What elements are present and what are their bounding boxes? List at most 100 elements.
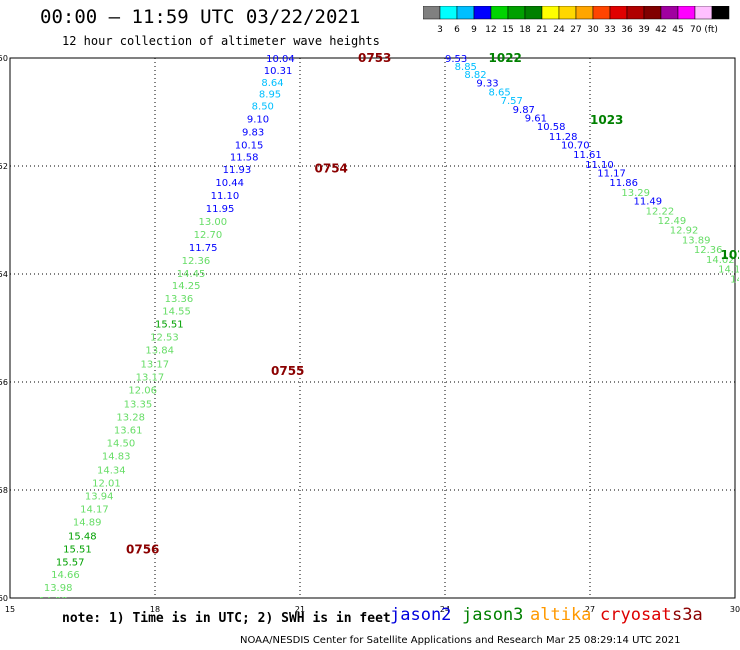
- legend-label: 3: [437, 25, 443, 35]
- swh-value: 11.28: [549, 132, 578, 143]
- pass-time-label: 1022: [489, 51, 522, 65]
- swh-value: 11.10: [211, 191, 240, 202]
- swh-value: 12.06: [128, 386, 157, 397]
- lat-tick-label: -58: [0, 486, 8, 495]
- footnote: note: 1) Time is in UTC; 2) SWH is in fe…: [62, 611, 391, 626]
- swh-value: 14.45: [177, 269, 206, 280]
- swh-value: 11.86: [609, 178, 638, 189]
- swh-value: 11.17: [597, 168, 626, 179]
- swh-value: 8.65: [489, 87, 511, 98]
- legend-label: 45: [672, 25, 683, 35]
- swh-value: 13.36: [165, 294, 194, 305]
- swh-value: 9.10: [247, 114, 269, 125]
- satellite-label-jason3: jason3: [462, 605, 524, 625]
- swh-value: 9.33: [476, 78, 498, 89]
- swh-value: 10.15: [235, 140, 264, 151]
- legend-label: 27: [570, 25, 581, 35]
- swh-value: 11.58: [230, 152, 259, 163]
- swh-value: 10.44: [215, 178, 244, 189]
- swh-value: 14.34: [97, 465, 126, 476]
- swh-value: 13.89: [682, 235, 711, 246]
- map-title: 00:00 – 11:59 UTC 03/22/2021: [40, 6, 361, 28]
- legend-label: 39: [638, 25, 650, 35]
- legend-label: 18: [519, 25, 531, 35]
- pass-time-label: 1023: [590, 113, 623, 127]
- swh-value: 14.17: [80, 504, 109, 515]
- swh-value: 10.31: [264, 66, 293, 77]
- swh-value: 15.57: [56, 557, 85, 568]
- lat-tick-label: -52: [0, 162, 8, 171]
- swh-value: 14.74: [32, 609, 61, 620]
- swh-value: 10.04: [266, 54, 295, 65]
- swh-value: 12.36: [182, 256, 211, 267]
- lat-tick-label: -60: [0, 594, 8, 603]
- swh-value: 14.02: [706, 255, 735, 266]
- swh-value: 8.50: [252, 102, 274, 113]
- swh-value: 14.50: [107, 438, 136, 449]
- lon-tick-label: 27: [585, 605, 595, 614]
- swh-value: 14.83: [102, 451, 131, 462]
- swh-value: 9.61: [525, 113, 547, 124]
- swh-value: 13.84: [145, 346, 174, 357]
- legend-swatch: [711, 6, 730, 20]
- swh-value: 12.92: [670, 226, 699, 237]
- swh-value: 10.58: [537, 122, 566, 133]
- wave-height-color-legend: 3 6 9 12 15 18 21 24 27 30 33 36 39 42 45 70 (ft): [423, 6, 730, 35]
- legend-label: 33: [604, 25, 615, 35]
- satellite-label-altika: altika: [530, 605, 592, 625]
- swh-value: 12.70: [194, 230, 223, 241]
- lon-tick-label: 21: [295, 605, 305, 614]
- credit-line: NOAA/NESDIS Center for Satellite Applica…: [240, 635, 681, 646]
- swh-value: 11.75: [189, 243, 218, 254]
- satellite-label-jason2: jason2: [390, 605, 452, 625]
- legend-label: 36: [621, 25, 633, 35]
- swh-value: 14.82: [730, 274, 740, 285]
- lat-tick-label: -56: [0, 378, 8, 387]
- swh-value: 13.28: [116, 413, 145, 424]
- legend-label: 30: [587, 25, 599, 35]
- legend-label: 42: [655, 25, 666, 35]
- plot-frame: [9, 57, 736, 599]
- legend-label: 9: [471, 25, 477, 35]
- swh-value: 11.10: [585, 160, 614, 171]
- swh-value: 14.98: [39, 596, 68, 607]
- swh-value: 14.10: [718, 265, 740, 276]
- lon-tick-label: 24: [440, 605, 450, 614]
- lat-tick-label: -50: [0, 54, 8, 63]
- legend-label: 21: [536, 25, 547, 35]
- swh-value: 14.89: [73, 517, 102, 528]
- swh-value: 10.70: [561, 140, 590, 151]
- swh-value: 8.82: [464, 70, 486, 81]
- lat-tick-label: -54: [0, 270, 8, 279]
- legend-label: 6: [454, 25, 460, 35]
- swh-value: 12.53: [150, 333, 179, 344]
- swh-value: 14.66: [51, 570, 80, 581]
- swh-value: 12.22: [646, 206, 675, 217]
- swh-value: 11.93: [223, 165, 252, 176]
- swh-value: 13.17: [141, 360, 170, 371]
- pass-time-label: 0754: [315, 162, 348, 176]
- pass-time-label: 0756: [126, 542, 159, 556]
- swh-value: 14.25: [172, 281, 201, 292]
- swh-value: 9.53: [445, 54, 467, 65]
- swh-value: 8.85: [455, 62, 477, 73]
- swh-value: 8.95: [259, 90, 281, 101]
- swh-value: 13.61: [114, 426, 143, 437]
- lon-tick-label: 15: [5, 605, 15, 614]
- swh-value: 7.57: [501, 96, 523, 107]
- pass-time-label: 0753: [358, 51, 391, 65]
- swh-value: 11.61: [573, 150, 602, 161]
- swh-value: 13.98: [44, 583, 73, 594]
- swh-value: 15.51: [155, 320, 184, 331]
- swh-value: 8.64: [261, 78, 283, 89]
- swh-value: 12.01: [92, 478, 121, 489]
- swh-value: 13.29: [621, 188, 650, 199]
- pass-time-label: 1024: [721, 248, 740, 262]
- swh-value: 9.87: [513, 105, 535, 116]
- swh-value: 13.17: [136, 373, 165, 384]
- lon-tick-label: 18: [150, 605, 160, 614]
- legend-label: 70 (ft): [690, 25, 718, 35]
- swh-value: 13.35: [124, 400, 153, 411]
